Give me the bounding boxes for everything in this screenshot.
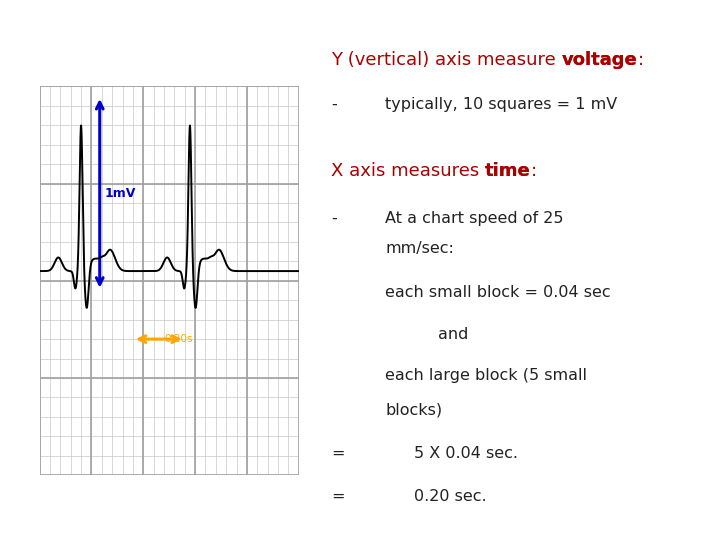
Text: :: : [531, 162, 537, 180]
Text: typically, 10 squares = 1 mV: typically, 10 squares = 1 mV [385, 97, 618, 112]
Text: blocks): blocks) [385, 402, 442, 417]
Text: =: = [331, 446, 345, 461]
Text: and: and [438, 327, 468, 342]
Text: At a chart speed of 25: At a chart speed of 25 [385, 211, 564, 226]
Text: Y (vertical) axis measure: Y (vertical) axis measure [331, 51, 562, 69]
Text: time: time [485, 162, 531, 180]
Text: 0.20s: 0.20s [164, 334, 192, 344]
Text: 1mV: 1mV [105, 187, 136, 200]
Text: voltage: voltage [562, 51, 637, 69]
Text: 0.20 sec.: 0.20 sec. [414, 489, 487, 504]
Text: time: time [485, 162, 531, 180]
Text: =: = [331, 489, 345, 504]
Text: -: - [331, 211, 337, 226]
Text: each large block (5 small: each large block (5 small [385, 368, 588, 383]
Text: voltage: voltage [562, 51, 637, 69]
Text: each small block = 0.04 sec: each small block = 0.04 sec [385, 285, 611, 300]
Text: -: - [331, 97, 337, 112]
Text: mm/sec:: mm/sec: [385, 241, 454, 256]
Text: X axis measures: X axis measures [331, 162, 485, 180]
Text: 5 X 0.04 sec.: 5 X 0.04 sec. [414, 446, 518, 461]
Text: :: : [637, 51, 644, 69]
